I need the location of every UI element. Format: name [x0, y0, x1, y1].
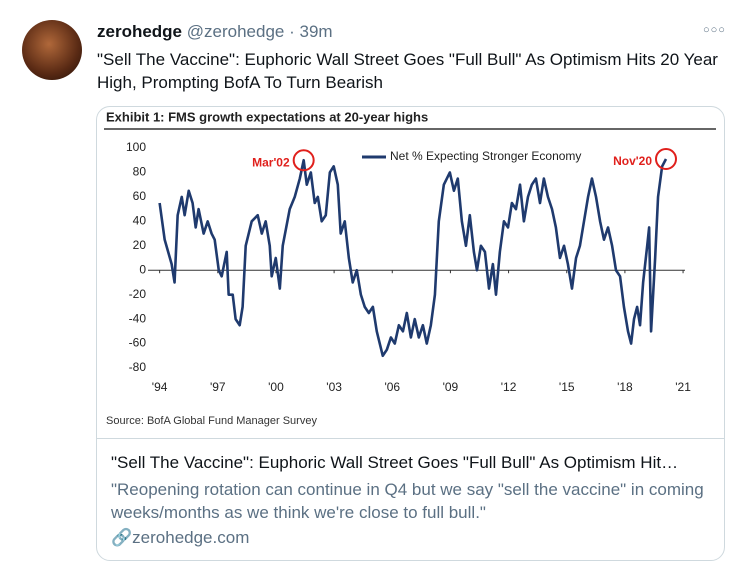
x-tick-label: '97: [210, 380, 226, 394]
annotation-circle: [655, 148, 678, 170]
y-tick-label: -40: [129, 311, 147, 325]
card-domain: 🔗zerohedge.com: [111, 528, 249, 548]
separator: ·: [289, 22, 295, 41]
x-tick-label: '12: [501, 380, 517, 394]
user-handle[interactable]: @zerohedge: [186, 22, 285, 41]
domain: zerohedge.com: [132, 528, 250, 547]
x-tick-label: '94: [152, 380, 168, 394]
y-tick-label: 20: [133, 238, 147, 252]
x-tick-label: '15: [559, 380, 575, 394]
user-name[interactable]: zerohedge: [97, 22, 183, 41]
x-tick-label: '18: [617, 380, 633, 394]
chart-title: Exhibit 1: FMS growth expectations at 20…: [106, 109, 428, 124]
data-line: [158, 158, 668, 358]
y-tick-label: 0: [139, 262, 146, 276]
y-tick-label: 80: [133, 165, 147, 179]
annotation-label: Mar'02: [252, 155, 290, 169]
card-divider: [97, 438, 724, 439]
link-card[interactable]: "Sell The Vaccine": Euphoric Wall Street…: [96, 106, 725, 561]
x-tick-label: '06: [384, 380, 400, 394]
annotation-label: Nov'20: [613, 154, 652, 168]
x-tick-label: '21: [675, 380, 691, 394]
x-tick-label: '09: [443, 380, 459, 394]
card-title: "Sell The Vaccine": Euphoric Wall Street…: [111, 453, 679, 472]
link-icon: 🔗: [111, 528, 133, 547]
x-tick-label: '03: [326, 380, 342, 394]
timestamp[interactable]: 39m: [299, 22, 333, 41]
legend-label: Net % Expecting Stronger Economy: [390, 149, 581, 163]
card-description: "Reopening rotation can continue in Q4 b…: [111, 480, 704, 522]
more-menu[interactable]: ○○○: [703, 24, 726, 36]
avatar[interactable]: [22, 20, 82, 80]
x-tick-label: '00: [268, 380, 284, 394]
tweet-text: "Sell The Vaccine": Euphoric Wall Street…: [97, 50, 718, 92]
y-tick-label: 60: [133, 189, 147, 203]
y-tick-label: 40: [133, 214, 147, 228]
tweet-header: zerohedge @zerohedge · 39m: [97, 22, 333, 42]
y-tick-label: 100: [126, 140, 146, 154]
chart-source: Source: BofA Global Fund Manager Survey: [106, 415, 317, 427]
annotation-circle: [292, 149, 315, 172]
y-tick-label: -20: [129, 287, 147, 301]
y-tick-label: -60: [129, 336, 147, 350]
y-tick-label: -80: [129, 360, 147, 374]
